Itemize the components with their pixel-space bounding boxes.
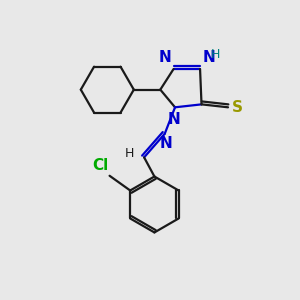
Text: N: N (167, 112, 180, 127)
Text: S: S (232, 100, 243, 115)
Text: H: H (211, 48, 220, 61)
Text: N: N (202, 50, 215, 65)
Text: N: N (160, 136, 172, 151)
Text: N: N (158, 50, 171, 65)
Text: Cl: Cl (92, 158, 108, 173)
Text: H: H (124, 147, 134, 160)
